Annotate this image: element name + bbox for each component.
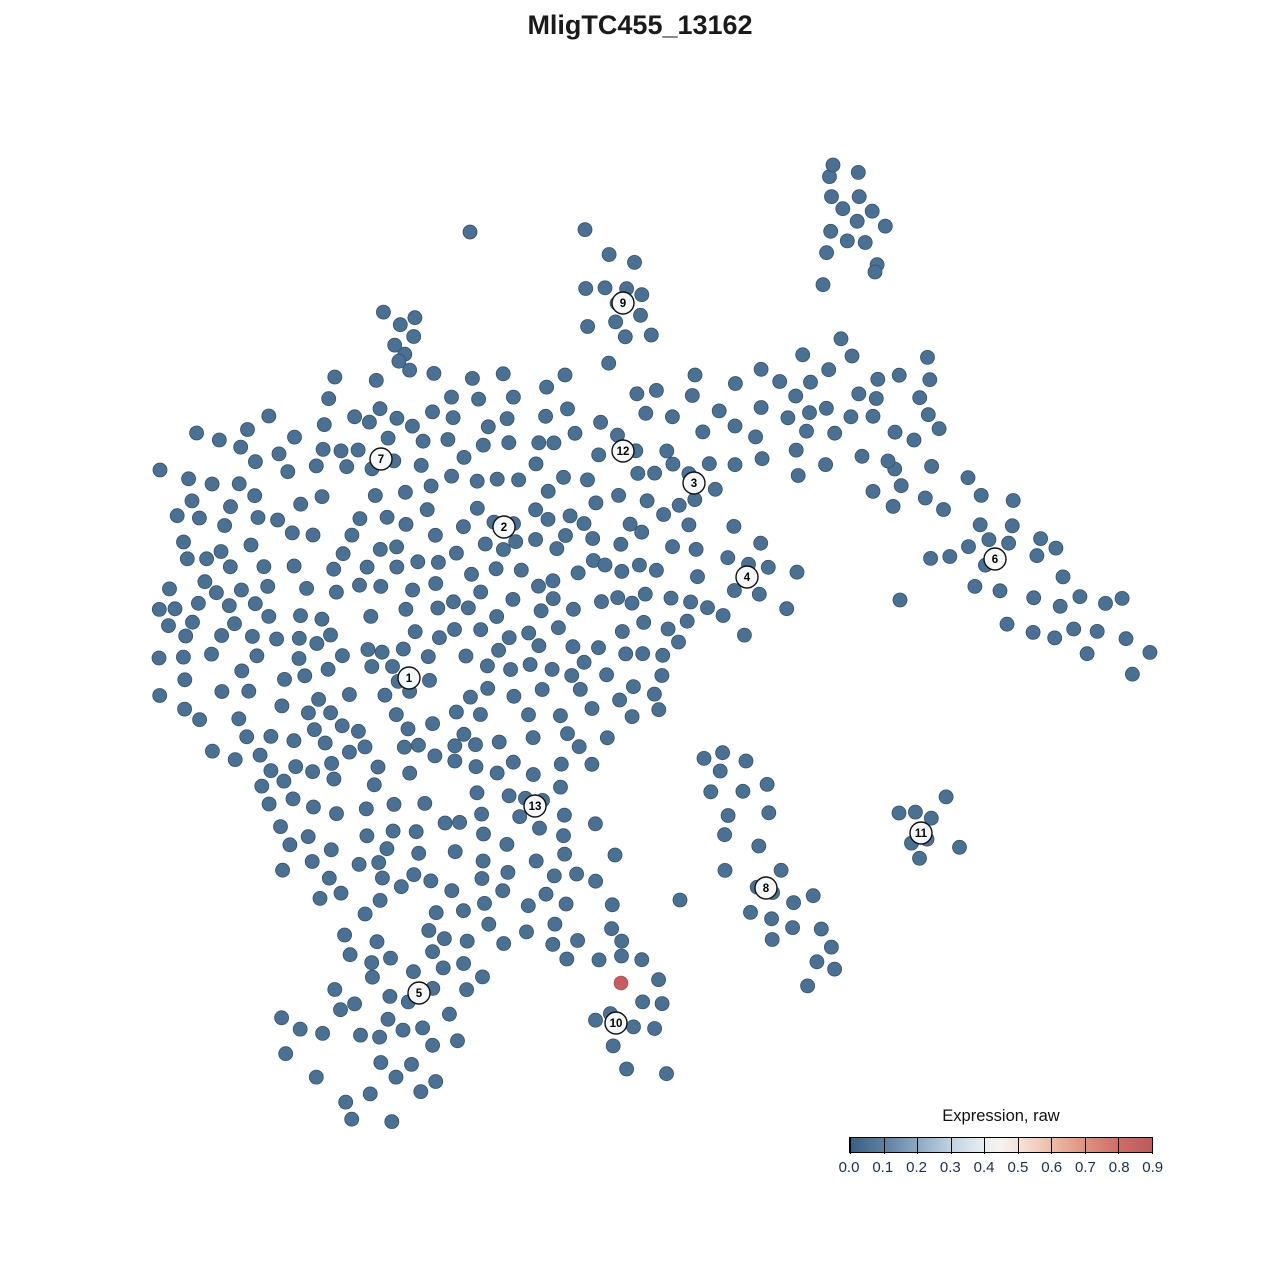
svg-text:12: 12 (617, 446, 630, 458)
svg-text:4: 4 (744, 572, 751, 584)
svg-text:9: 9 (620, 298, 626, 310)
svg-text:3: 3 (691, 478, 697, 490)
svg-text:5: 5 (416, 988, 423, 1000)
svg-text:13: 13 (529, 801, 542, 813)
svg-text:10: 10 (610, 1018, 623, 1030)
svg-text:11: 11 (915, 828, 928, 840)
svg-text:7: 7 (378, 454, 384, 466)
svg-text:8: 8 (763, 883, 770, 895)
svg-text:2: 2 (501, 522, 507, 534)
svg-text:1: 1 (406, 673, 413, 685)
svg-text:6: 6 (992, 554, 998, 566)
